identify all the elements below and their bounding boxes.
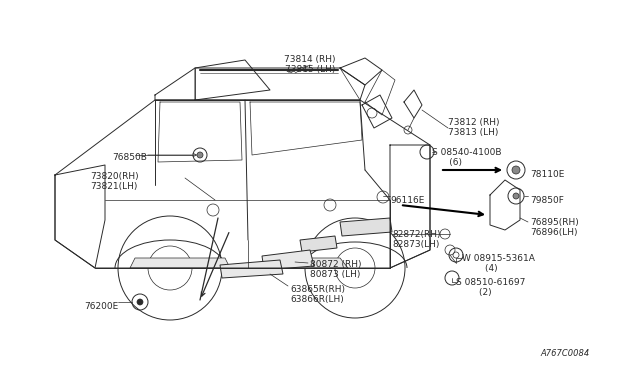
Text: 76895(RH)
76896(LH): 76895(RH) 76896(LH) bbox=[530, 218, 579, 237]
Text: 73814 (RH)
73815 (LH): 73814 (RH) 73815 (LH) bbox=[284, 55, 336, 74]
Text: A767C0084: A767C0084 bbox=[541, 349, 590, 358]
Text: 73820(RH)
73821(LH): 73820(RH) 73821(LH) bbox=[90, 172, 139, 192]
Circle shape bbox=[512, 166, 520, 174]
Polygon shape bbox=[220, 260, 283, 278]
Polygon shape bbox=[130, 258, 230, 268]
Polygon shape bbox=[300, 236, 337, 252]
Text: 76850B: 76850B bbox=[112, 153, 147, 162]
Text: 79850F: 79850F bbox=[530, 196, 564, 205]
Circle shape bbox=[197, 152, 203, 158]
Text: 82872(RH)
82873(LH): 82872(RH) 82873(LH) bbox=[392, 230, 440, 249]
Text: 96116E: 96116E bbox=[390, 196, 424, 205]
Circle shape bbox=[137, 299, 143, 305]
Text: 63865R(RH)
63866R(LH): 63865R(RH) 63866R(LH) bbox=[290, 285, 345, 304]
Polygon shape bbox=[265, 258, 348, 268]
Circle shape bbox=[513, 193, 519, 199]
Text: W 08915-5361A
        (4): W 08915-5361A (4) bbox=[462, 254, 535, 273]
Text: S 08510-61697
        (2): S 08510-61697 (2) bbox=[456, 278, 525, 297]
Text: 80872 (RH)
80873 (LH): 80872 (RH) 80873 (LH) bbox=[310, 260, 362, 279]
Polygon shape bbox=[340, 218, 392, 236]
Text: 76200E: 76200E bbox=[84, 302, 118, 311]
Polygon shape bbox=[262, 250, 314, 270]
Text: S 08540-4100B
      (6): S 08540-4100B (6) bbox=[432, 148, 502, 167]
Text: 78110E: 78110E bbox=[530, 170, 564, 179]
Text: 73812 (RH)
73813 (LH): 73812 (RH) 73813 (LH) bbox=[448, 118, 499, 137]
